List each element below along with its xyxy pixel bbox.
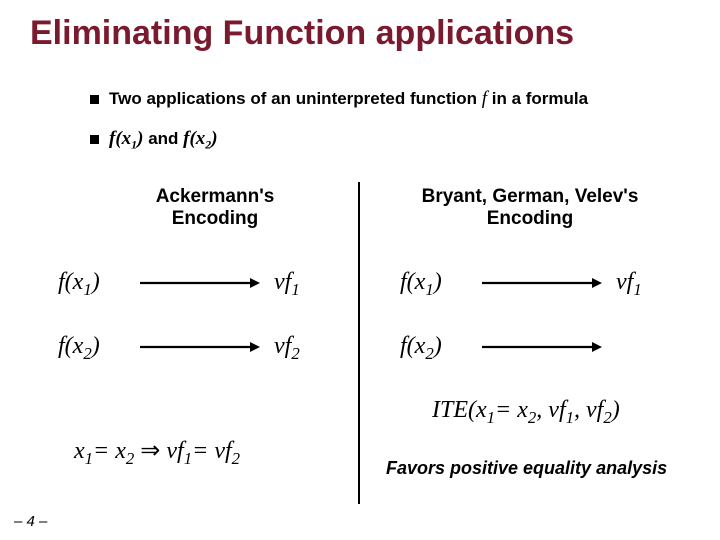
- t: 1: [85, 449, 93, 468]
- bullet-1: Two applications of an uninterpreted fun…: [90, 88, 588, 110]
- bullet-1-post: in a formula: [487, 89, 588, 108]
- favors-text: Favors positive equality analysis: [386, 458, 667, 479]
- slide-title: Eliminating Function applications: [30, 14, 574, 53]
- t: vf: [616, 269, 633, 295]
- t: ): [92, 333, 100, 359]
- b2-fx2: f(x: [183, 128, 205, 149]
- t: 2: [83, 344, 91, 363]
- page-number: – 4 –: [14, 513, 47, 530]
- t: 1: [633, 280, 641, 299]
- t: 1: [83, 280, 91, 299]
- bullet-square-icon: [90, 135, 99, 144]
- t: 2: [603, 408, 611, 427]
- arrow-icon: [482, 277, 602, 289]
- rowA2-rhs: vf2: [274, 333, 300, 364]
- b2-and: and: [148, 129, 183, 148]
- rowB1-rhs: vf1: [616, 269, 642, 300]
- t: 1: [487, 408, 495, 427]
- bullet-1-pre: Two applications of an uninterpreted fun…: [109, 89, 482, 108]
- rowB2-lhs: f(x2): [400, 333, 470, 364]
- t: =: [93, 438, 115, 464]
- t: x: [115, 438, 126, 464]
- rowB1-lhs: f(x1): [400, 269, 470, 300]
- t: f(x: [58, 333, 83, 359]
- t: =: [192, 438, 214, 464]
- t: 1: [425, 280, 433, 299]
- implies-icon: ⇒: [134, 438, 166, 464]
- bullet-2: f(x1) and f(x2): [90, 128, 218, 152]
- t: vf: [166, 438, 183, 464]
- b2-mid: ): [137, 128, 148, 149]
- t: 1: [291, 280, 299, 299]
- slide: Eliminating Function applications Two ap…: [0, 0, 720, 540]
- rowA2: f(x2) vf2: [58, 333, 348, 364]
- t: f(x: [58, 269, 83, 295]
- rowA1-rhs: vf1: [274, 269, 300, 300]
- implication: x1= x2 ⇒ vf1= vf2: [74, 436, 240, 469]
- t: vf: [274, 269, 291, 295]
- rowA1: f(x1) vf1: [58, 269, 348, 300]
- t: 1: [184, 449, 192, 468]
- col-b-l2: Encoding: [487, 208, 574, 229]
- col-b-l1: Bryant, German, Velev's: [422, 186, 639, 207]
- t: ): [434, 333, 442, 359]
- vertical-divider: [358, 182, 360, 504]
- t: vf: [214, 438, 231, 464]
- col-a-l1: Ackermann's: [156, 186, 275, 207]
- t: 1: [566, 408, 574, 427]
- t: ): [434, 269, 442, 295]
- col-b-title: Bryant, German, Velev's Encoding: [400, 186, 660, 230]
- b2-end: ): [211, 128, 217, 149]
- t: ITE(x: [432, 397, 487, 423]
- col-a-title: Ackermann's Encoding: [85, 186, 345, 230]
- t: 2: [232, 449, 240, 468]
- t: f(x: [400, 269, 425, 295]
- rowA1-lhs: f(x1): [58, 269, 128, 300]
- t: x: [517, 397, 528, 423]
- rowA2-lhs: f(x2): [58, 333, 128, 364]
- arrow-icon: [482, 341, 602, 353]
- t: f(x: [400, 333, 425, 359]
- bullet-square-icon: [90, 95, 99, 104]
- arrow-icon: [140, 341, 260, 353]
- t: , vf: [574, 397, 603, 423]
- t: 2: [291, 344, 299, 363]
- t: 2: [425, 344, 433, 363]
- rowB1: f(x1) vf1: [400, 269, 700, 300]
- rowB2: f(x2): [400, 333, 700, 364]
- b2-fx1: f(x: [109, 128, 131, 149]
- t: ): [612, 397, 620, 423]
- t: , vf: [536, 397, 565, 423]
- col-a-l2: Encoding: [172, 208, 259, 229]
- arrow-icon: [140, 277, 260, 289]
- ite-expr: ITE(x1= x2, vf1, vf2): [432, 397, 620, 428]
- t: x: [74, 438, 85, 464]
- t: vf: [274, 333, 291, 359]
- t: =: [495, 397, 517, 423]
- t: ): [92, 269, 100, 295]
